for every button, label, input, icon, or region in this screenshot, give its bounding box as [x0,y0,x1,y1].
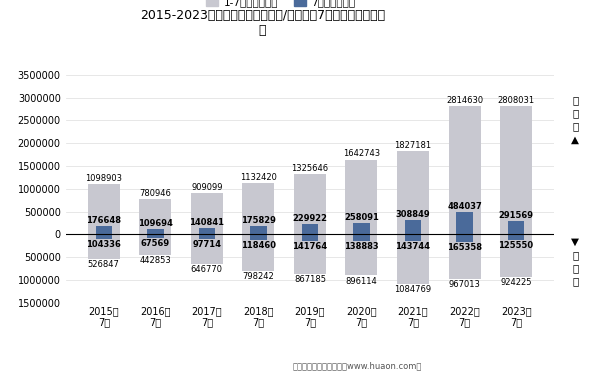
Text: 176648: 176648 [86,216,121,225]
Text: 896114: 896114 [346,276,377,285]
Bar [191,234,223,264]
Bar [397,234,429,284]
Bar [250,234,266,240]
Bar [397,151,429,234]
Text: 104336: 104336 [86,240,121,249]
Bar [508,221,524,234]
Text: 526847: 526847 [88,260,120,269]
Bar [302,224,318,234]
Text: 924225: 924225 [500,278,532,287]
Bar [353,223,370,234]
Bar [353,234,370,241]
Text: 109694: 109694 [138,220,173,229]
Bar [139,199,171,234]
Text: 143744: 143744 [396,242,430,251]
Text: 2015-2023年湖南省（境内目的地/货源地）7月进、出口额统计: 2015-2023年湖南省（境内目的地/货源地）7月进、出口额统计 [139,9,385,22]
Text: 780946: 780946 [139,189,171,198]
Text: 291569: 291569 [499,211,533,220]
Bar [250,227,266,234]
Text: 1098903: 1098903 [85,174,122,183]
Text: 1325646: 1325646 [291,164,328,173]
Bar [449,234,480,279]
Text: 308849: 308849 [396,210,430,219]
Bar [88,184,120,234]
Bar [147,230,163,234]
Text: 141764: 141764 [293,242,327,251]
Text: 798242: 798242 [243,272,274,281]
Text: 1827181: 1827181 [395,141,432,150]
Text: 1642743: 1642743 [343,149,380,159]
Bar [198,234,215,239]
Bar [346,234,377,275]
Bar [346,160,377,234]
Bar [294,174,326,234]
Text: 909099: 909099 [191,183,222,192]
Text: 118460: 118460 [241,241,276,250]
Bar [95,226,112,234]
Text: 165358: 165358 [447,243,482,252]
Bar [500,234,532,277]
Text: 646770: 646770 [191,265,223,274]
Bar [198,228,215,234]
Bar [405,220,421,234]
Bar [449,106,480,234]
Text: 442853: 442853 [139,256,171,265]
Text: 1132420: 1132420 [240,173,277,182]
Bar [405,234,421,241]
Text: 67569: 67569 [141,239,170,248]
Text: ▼
进
口
额: ▼ 进 口 额 [571,237,579,286]
Bar [88,234,120,258]
Text: 制图：华经产业研究院（www.huaon.com）: 制图：华经产业研究院（www.huaon.com） [293,361,423,370]
Text: 867185: 867185 [294,275,326,284]
Text: 出
口
额
▲: 出 口 额 ▲ [571,95,579,144]
Bar [302,234,318,241]
Text: 484037: 484037 [447,202,482,211]
Text: 97714: 97714 [193,240,221,249]
Bar [457,234,473,242]
Text: 967013: 967013 [449,280,480,289]
Bar [243,183,274,234]
Bar [147,234,163,237]
Text: 140841: 140841 [190,218,224,227]
Text: 175829: 175829 [241,216,276,225]
Text: 229922: 229922 [293,214,327,223]
Bar [95,234,112,239]
Bar [457,212,473,234]
Bar [139,234,171,255]
Bar [500,106,532,234]
Text: 计: 计 [259,24,266,37]
Legend: 1-7月（万美元）, 7月（万美元）: 1-7月（万美元）, 7月（万美元） [201,0,359,12]
Text: 2814630: 2814630 [446,96,483,105]
Bar [191,193,223,234]
Text: 2808031: 2808031 [498,96,535,105]
Bar [243,234,274,271]
Text: 125550: 125550 [498,241,533,250]
Text: 258091: 258091 [344,212,379,221]
Text: 138883: 138883 [344,242,379,251]
Text: 1084769: 1084769 [395,285,432,294]
Bar [294,234,326,274]
Bar [508,234,524,240]
